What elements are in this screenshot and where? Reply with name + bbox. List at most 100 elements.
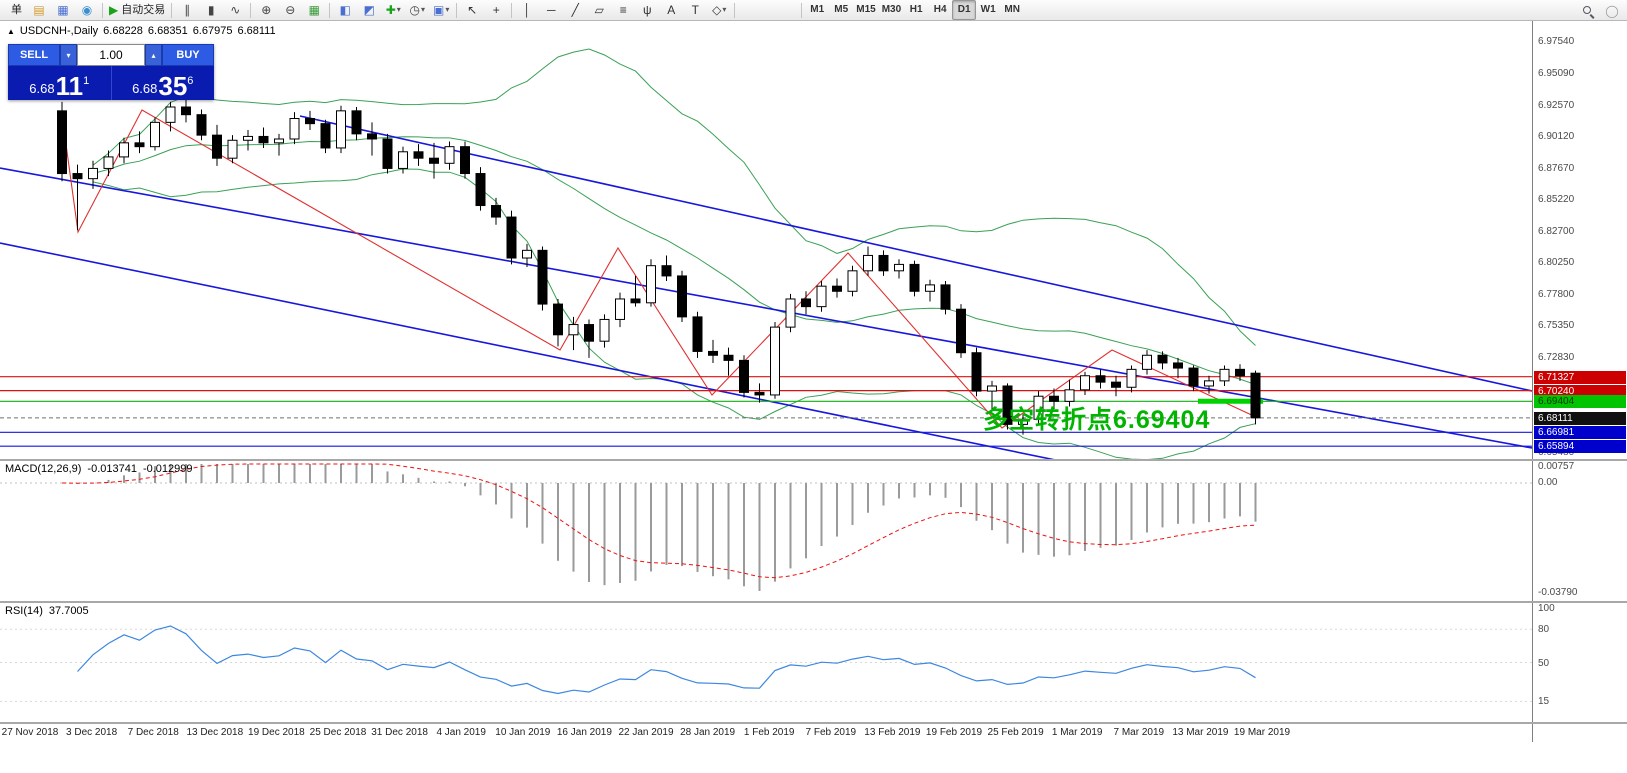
zoom-in-button[interactable]: ⊕: [254, 0, 278, 20]
bid-price-badge[interactable]: 6.68111: [1534, 411, 1626, 425]
timeframe-button-mn[interactable]: MN: [1000, 0, 1024, 20]
candle-body: [1204, 380, 1214, 387]
trendline-2[interactable]: [0, 242, 1532, 459]
candle: [165, 101, 176, 132]
panel-splitter[interactable]: [0, 722, 1627, 724]
line-chart-type-button[interactable]: ∿: [223, 0, 247, 20]
volume-input[interactable]: [77, 44, 145, 66]
candle: [1111, 375, 1121, 397]
date-label: 16 Jan 2019: [556, 727, 612, 738]
price-axis[interactable]: 6.97540 6.95090 6.92570 6.90120 6.87670 6.852…: [1532, 21, 1627, 742]
panel-splitter[interactable]: [0, 459, 1627, 461]
volume-increase-button[interactable]: ▴: [145, 44, 162, 66]
candle-body: [847, 270, 858, 292]
date-label: 25 Feb 2019: [987, 727, 1044, 738]
dropdown-arrow-icon: ▾: [722, 5, 727, 14]
bollinger-middle-band[interactable]: [92, 136, 1256, 386]
buy-price-sup: 6: [187, 75, 194, 87]
price-scale-label: 6.85220: [1538, 193, 1575, 205]
cascade-windows-button[interactable]: ◩: [357, 0, 381, 20]
timeframe-button-m15[interactable]: M15: [853, 0, 878, 20]
add-indicator-button[interactable]: ✚ ▾: [381, 0, 405, 20]
timeframe-button-h4[interactable]: H4: [928, 0, 952, 20]
rsi-canvas[interactable]: [0, 603, 1532, 722]
new-order-button[interactable]: 单: [3, 0, 27, 20]
bar-chart-type-button[interactable]: ∥: [175, 0, 199, 20]
timeframe-button-w1[interactable]: W1: [976, 0, 1000, 20]
label-button[interactable]: T: [683, 0, 707, 20]
candle: [568, 316, 579, 351]
search-button[interactable]: [1576, 1, 1600, 21]
price-scale-label: 6.95090: [1538, 67, 1575, 79]
tile-windows-button[interactable]: ▦: [302, 0, 326, 20]
horizontal-line-button[interactable]: ─: [539, 0, 563, 20]
candle: [506, 210, 517, 265]
channel-button[interactable]: ▱: [587, 0, 611, 20]
new-order-button-label: 单: [11, 3, 22, 16]
sell-price-sup: 1: [83, 75, 90, 87]
community-globe-button[interactable]: ◉: [75, 0, 99, 20]
price-line-badge-6.70240[interactable]: 6.70240: [1534, 384, 1626, 398]
candle: [212, 124, 222, 166]
price-scale-label: 6.90120: [1538, 131, 1575, 143]
date-label: 1 Mar 2019: [1051, 727, 1103, 738]
trendline-3[interactable]: [299, 115, 1532, 392]
toolbar-separator: [734, 2, 736, 18]
timeframe-button-m30[interactable]: M30: [879, 0, 904, 20]
fibonacci-button[interactable]: ≡: [611, 0, 635, 20]
bollinger-upper-band[interactable]: [92, 48, 1256, 346]
cursor-button[interactable]: ↖: [460, 0, 484, 20]
zoom-out-button[interactable]: ⊖: [278, 0, 302, 20]
price-line-badge-6.69404[interactable]: 6.69404: [1534, 395, 1626, 409]
candle-body: [460, 146, 470, 175]
timeframe-button-m5[interactable]: M5: [829, 0, 853, 20]
trendline-1[interactable]: [0, 167, 1532, 449]
price-scale-label: 6.97540: [1538, 36, 1575, 48]
crosshair-icon: +: [492, 3, 500, 17]
zigzag-line[interactable]: [61, 109, 1259, 429]
candle-body: [227, 139, 238, 159]
sell-button[interactable]: SELL: [8, 44, 60, 66]
candle: [460, 141, 470, 179]
shapes-icon: ◇: [712, 3, 722, 17]
volume-decrease-button[interactable]: ▾: [60, 44, 77, 66]
date-label: 27 Nov 2018: [1, 727, 59, 738]
macd-signal-line[interactable]: [61, 463, 1256, 579]
crosshair-button[interactable]: +: [484, 0, 508, 20]
trendline-icon: ╱: [571, 3, 579, 17]
shapes-button[interactable]: ◇ ▾: [707, 0, 731, 20]
buy-button[interactable]: BUY: [162, 44, 214, 66]
macd-canvas[interactable]: [0, 461, 1532, 601]
arrange-windows-button[interactable]: ◧: [333, 0, 357, 20]
search-icon: [1581, 4, 1595, 18]
timeframe-button-d1[interactable]: D1: [952, 0, 977, 20]
connection-status-button[interactable]: ◯: [1600, 1, 1624, 21]
rsi-line[interactable]: [77, 625, 1256, 695]
timeframe-button-m1[interactable]: M1: [805, 0, 829, 20]
annotation-text[interactable]: 多空转折点6.69404: [983, 406, 1211, 434]
text-button[interactable]: A: [659, 0, 683, 20]
vertical-line-button[interactable]: │: [515, 0, 539, 20]
order-ticket-button[interactable]: ▤: [27, 0, 51, 20]
price-line-badge-6.66981[interactable]: 6.66981: [1534, 426, 1626, 440]
trade-panel-prices: 6.68 11 1 6.68 35 6: [8, 66, 214, 100]
timeframe-button-h1-label: H1: [909, 4, 923, 15]
period-select-button[interactable]: ◷ ▾: [405, 0, 429, 20]
timeframe-button-h1[interactable]: H1: [904, 0, 928, 20]
time-axis[interactable]: 27 Nov 2018 3 Dec 2018 7 Dec 2018 13 Dec 20…: [0, 724, 1532, 742]
price-scale-label: 6.72830: [1538, 352, 1575, 364]
candle: [243, 130, 253, 151]
price-line-badge-6.65894[interactable]: 6.65894: [1534, 440, 1626, 454]
chart-window-button[interactable]: ▦: [51, 0, 75, 20]
chart-canvas[interactable]: [0, 21, 1532, 459]
template-button[interactable]: ▣ ▾: [429, 0, 453, 20]
candle-chart-type-button[interactable]: ▮: [199, 0, 223, 20]
autotrade-button[interactable]: ▶ 自动交易: [106, 0, 168, 20]
pitchfork-button[interactable]: ψ: [635, 0, 659, 20]
price-line-badge-6.71327[interactable]: 6.71327: [1534, 370, 1626, 384]
date-label: 10 Jan 2019: [495, 727, 551, 738]
panel-splitter[interactable]: [0, 601, 1627, 603]
trendline-button[interactable]: ╱: [563, 0, 587, 20]
candle: [444, 141, 455, 170]
timeframe-button-w1-label: W1: [980, 4, 996, 15]
